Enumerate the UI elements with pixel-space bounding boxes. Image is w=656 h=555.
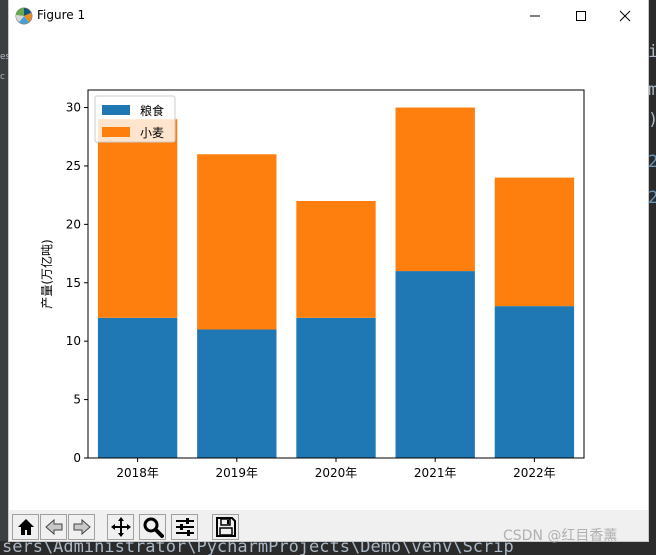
title-bar[interactable]: Figure 1 [9, 0, 648, 31]
bar-wheat-2 [296, 200, 376, 318]
y-tick-label: 0 [73, 451, 81, 465]
legend-swatch-wheat [102, 127, 130, 137]
x-tick-label: 2021年 [414, 466, 457, 480]
bar-wheat-4 [494, 177, 575, 307]
subplots-config-icon [175, 518, 194, 536]
y-tick-label: 10 [66, 334, 81, 348]
ide-bottom-text: sers\Administrator\PycharmProjects\Demo\… [2, 541, 514, 555]
legend-swatch-grain [102, 105, 130, 115]
ide-right-char: m [648, 80, 656, 100]
watermark: CSDN @红目香薰 [503, 528, 618, 544]
zoom-button[interactable] [139, 514, 166, 540]
maximize-button[interactable] [558, 0, 604, 31]
home-icon [17, 519, 34, 535]
close-icon [619, 10, 631, 21]
bar-grain-3 [395, 271, 475, 458]
ide-right-char: 2 [648, 188, 656, 208]
back-button[interactable] [40, 514, 67, 540]
bar-grain-4 [494, 306, 575, 458]
pan-icon [110, 517, 131, 537]
legend-label-grain: 粮食 [140, 103, 164, 118]
matplotlib-logo-icon [15, 7, 33, 25]
bar-grain-0 [97, 317, 178, 458]
y-tick-label: 30 [66, 101, 81, 115]
close-button[interactable] [602, 0, 648, 31]
forward-arrow-icon [73, 518, 91, 536]
y-axis-label: 产量(万亿吨) [39, 239, 54, 308]
y-tick-label: 5 [73, 393, 81, 407]
y-tick-label: 25 [66, 159, 81, 173]
bars-layer [97, 107, 575, 458]
subplots-config-button[interactable] [171, 514, 198, 540]
save-icon [215, 517, 236, 537]
ide-right-char: 2 [648, 152, 656, 172]
bar-wheat-3 [395, 107, 475, 272]
ide-left-fragment: es [0, 52, 11, 62]
forward-button[interactable] [68, 514, 95, 540]
minimize-icon [530, 15, 540, 16]
window-title: Figure 1 [37, 8, 86, 22]
x-tick-label: 2020年 [315, 466, 358, 480]
save-button[interactable] [212, 514, 239, 540]
back-arrow-icon [44, 518, 62, 536]
ide-right-char: i [648, 42, 656, 62]
x-tick-label: 2018年 [116, 466, 159, 480]
y-tick-label: 20 [66, 217, 81, 231]
figure-canvas[interactable]: 2018年 2019年 2020年 2021年 2022年 0 5 10 15 20 25 30 产量… [9, 31, 648, 510]
x-tick-label: 2022年 [513, 466, 556, 480]
ide-bottom-line: sers\Administrator\PycharmProjects\Demo\… [0, 541, 656, 555]
x-tick-label: 2019年 [216, 466, 259, 480]
legend: 粮食 小麦 [94, 95, 176, 143]
maximize-icon [576, 10, 586, 21]
home-button[interactable] [12, 514, 39, 540]
bar-grain-1 [197, 329, 277, 458]
pan-button[interactable] [107, 514, 134, 540]
chart-svg: 2018年 2019年 2020年 2021年 2022年 0 5 10 15 20 25 30 产量… [39, 89, 585, 480]
minimize-button[interactable] [512, 0, 558, 31]
ticks-layer: 2018年 2019年 2020年 2021年 2022年 0 5 10 15 20 25 30 [66, 101, 556, 480]
bar-wheat-1 [197, 154, 277, 330]
ide-right-gutter: i m ) 2 2 [648, 0, 656, 555]
ide-left-fragment: c [0, 72, 5, 82]
bar-grain-2 [296, 317, 376, 458]
navigation-toolbar [9, 510, 648, 541]
bar-wheat-0 [97, 119, 178, 318]
ide-left-gutter: es c [0, 0, 11, 555]
y-tick-label: 15 [66, 276, 81, 290]
zoom-icon [143, 517, 164, 538]
legend-label-wheat: 小麦 [140, 126, 164, 140]
figure-window: Figure 1 2018年 2019年 2020年 2021年 2022年 0 5 10 15… [9, 0, 648, 541]
ide-right-char: ) [648, 110, 656, 130]
